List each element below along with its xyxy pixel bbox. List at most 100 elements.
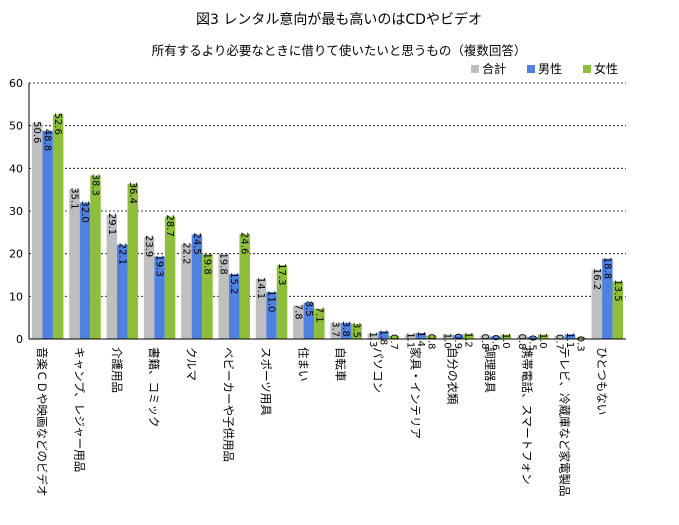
legend-swatch-female xyxy=(583,65,591,73)
bar xyxy=(314,308,325,339)
chart-title: 図3 レンタル意向が最も高いのはCDやビデオ xyxy=(196,11,482,28)
bar xyxy=(239,234,250,339)
bar xyxy=(90,175,101,339)
category-label: ベビーカーや子供用品 xyxy=(222,347,236,462)
y-tick-label: 50 xyxy=(9,120,23,133)
data-label: 3.8 xyxy=(340,321,351,337)
bar xyxy=(117,244,128,339)
data-label: 24.6 xyxy=(239,232,250,254)
data-label: 22.2 xyxy=(180,242,191,264)
bar xyxy=(479,335,491,339)
bar xyxy=(31,123,43,340)
category-label: キャンプ、レジャー用品 xyxy=(72,347,86,472)
y-tick-label: 20 xyxy=(9,248,23,261)
legend-swatch-total xyxy=(471,65,479,73)
y-axis-ticks: 0 10 20 30 40 50 60 xyxy=(9,77,23,346)
data-label: 23.9 xyxy=(143,235,154,257)
bar xyxy=(106,214,118,339)
data-label: 0.8 xyxy=(516,334,527,350)
bar xyxy=(276,265,288,339)
category-label: 書籍、コミック xyxy=(147,347,161,428)
gridlines xyxy=(29,82,626,297)
data-label: 0.9 xyxy=(452,333,463,349)
axes xyxy=(28,83,626,340)
bar xyxy=(79,202,91,339)
data-label: 19.8 xyxy=(218,253,229,275)
data-label: 29.1 xyxy=(106,213,117,235)
legend-label-total: 合計 xyxy=(482,61,506,76)
data-label: 22.1 xyxy=(116,243,127,265)
bar xyxy=(266,292,277,339)
bar xyxy=(378,331,389,339)
data-label: 1.0 xyxy=(442,333,453,349)
data-label: 8.5 xyxy=(303,301,314,317)
data-label: 15.2 xyxy=(228,272,239,294)
category-label: 自分の衣類 xyxy=(446,347,460,405)
bar xyxy=(442,334,453,339)
data-label: 0.8 xyxy=(425,334,436,350)
bar xyxy=(367,333,379,339)
bar xyxy=(330,323,341,339)
bar xyxy=(554,336,565,339)
category-labels: 音楽ＣＤや映画などのビデオ キャンプ、レジャー用品 介護用品 書籍、コミック クルマ ベビ… xyxy=(35,347,609,497)
category-label: 調理器具 xyxy=(483,347,497,393)
data-label: 24.5 xyxy=(191,232,202,254)
bar xyxy=(612,281,624,339)
data-label: 52.6 xyxy=(52,113,63,135)
data-label: 28.7 xyxy=(164,215,175,237)
bar xyxy=(154,256,165,339)
category-label: パソコン xyxy=(371,347,385,393)
data-label: 13.5 xyxy=(612,279,623,301)
category-label: 携帯電話、スマートフォン xyxy=(520,347,534,485)
category-label: クルマ xyxy=(184,347,198,381)
bar xyxy=(591,269,603,339)
data-label: 1.0 xyxy=(537,333,548,349)
bar xyxy=(143,237,155,339)
y-tick-label: 30 xyxy=(9,205,23,218)
data-label: 1.0 xyxy=(500,333,511,349)
bar xyxy=(500,334,512,339)
bar xyxy=(527,336,538,339)
bar xyxy=(602,258,613,339)
data-label: 1.2 xyxy=(463,332,474,348)
bar xyxy=(218,254,229,339)
category-label: テレビ、冷蔵庫など家電製品 xyxy=(558,347,572,497)
category-label: 介護用品 xyxy=(110,347,124,393)
category-label: 音楽ＣＤや映画などのビデオ xyxy=(35,347,49,497)
bar xyxy=(255,278,267,339)
data-label: 36.4 xyxy=(127,182,138,204)
data-label: 50.6 xyxy=(31,121,42,143)
data-label: 38.3 xyxy=(89,174,100,196)
legend-swatch-male xyxy=(527,65,535,73)
y-tick-label: 10 xyxy=(9,290,23,303)
bar xyxy=(202,254,213,339)
bar xyxy=(42,130,53,339)
bar xyxy=(490,336,501,339)
y-tick-label: 0 xyxy=(16,333,23,346)
data-label: 11.0 xyxy=(266,290,277,312)
bar xyxy=(564,334,576,339)
data-label: 48.8 xyxy=(42,129,53,151)
data-label: 0.8 xyxy=(479,334,490,350)
category-label: 家具・インテリア xyxy=(408,347,422,439)
data-label: 16.2 xyxy=(591,268,602,290)
data-label: 1.1 xyxy=(564,332,575,348)
legend-label-male: 男性 xyxy=(538,62,562,76)
data-label: 19.3 xyxy=(154,255,165,277)
data-label: 35.1 xyxy=(68,187,79,209)
data-label: 0.6 xyxy=(489,334,500,350)
bar xyxy=(127,183,139,339)
chart-subtitle: 所有するより必要なときに借りて使いたいと思うもの（複数回答） xyxy=(152,43,527,58)
y-tick-label: 60 xyxy=(9,77,23,90)
bar xyxy=(69,189,80,339)
data-label: 19.8 xyxy=(201,253,212,275)
bar xyxy=(575,337,586,339)
y-tick-label: 40 xyxy=(9,162,23,175)
data-label: 32.0 xyxy=(79,200,90,222)
data-label: 0.3 xyxy=(575,336,586,352)
data-label: 7.8 xyxy=(292,304,303,320)
bar xyxy=(303,302,315,339)
category-label: ひとつもない xyxy=(595,347,609,415)
data-label: 7.1 xyxy=(313,307,324,323)
legend-label-female: 女性 xyxy=(594,61,618,76)
